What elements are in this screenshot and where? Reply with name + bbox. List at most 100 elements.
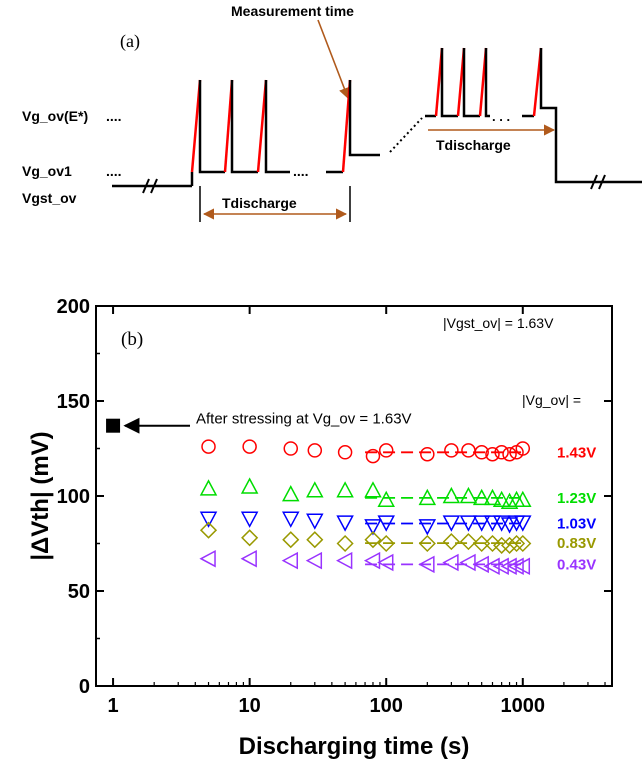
data-point [336,551,353,570]
data-point [364,531,382,549]
data-point [282,531,300,549]
data-point [240,477,259,494]
data-point [336,515,354,532]
data-point [507,534,526,553]
vg-ov-e-dots: .... [106,108,122,124]
data-point [377,490,395,508]
data-point [363,551,381,570]
data-point [306,481,324,498]
plot-frame [95,305,613,687]
data-point [502,446,517,462]
data-point [459,533,477,551]
data-point [378,443,394,458]
pulse-group-1: .... [190,79,380,186]
data-point [241,529,259,547]
y-tick-label: 100 [57,486,90,508]
data-point [377,515,395,532]
data-point [442,515,461,532]
data-point [377,553,394,572]
data-point [474,445,489,460]
data-point [514,515,532,532]
vgst-ov-annotation: |Vgst_ov| = 1.63V [443,315,554,331]
data-point [513,557,531,576]
data-point [336,534,354,553]
data-point [418,519,437,536]
data-point [493,536,511,554]
panel-a-label: (a) [120,31,140,52]
reference-label: After stressing at Vg_ov = 1.63V [196,411,412,428]
x-axis: 1 10 100 1000 [108,306,606,717]
panel-b-label: (b) [121,329,143,350]
pulse-dots: .... [293,163,309,179]
series-1.23V [199,477,532,509]
data-point [514,490,532,508]
data-point [459,486,478,504]
measurement-time-label: Measurement time [231,3,354,19]
data-point [201,439,216,454]
axis-break-right [590,174,598,190]
vg-ov-e-label: Vg_ov(E*) [22,108,88,124]
data-point [281,511,300,528]
series-label: 1.23V [557,490,596,507]
data-point [283,441,299,456]
tdischarge-label-right: Tdischarge [436,137,511,153]
series-label: 0.43V [557,556,596,573]
y-axis-title: |ΔVth| (mV) [27,431,54,560]
data-point [199,521,218,539]
data-point [306,513,324,530]
pulse-dots-right: . . . [492,109,510,124]
data-point [199,511,218,528]
data-point [500,536,519,554]
data-point [305,551,323,570]
pulse-group-2: . . . [425,47,642,184]
data-point [483,488,502,506]
data-point [306,531,324,549]
data-point [444,443,459,458]
data-point [418,534,436,553]
data-point [199,549,216,568]
data-point [336,481,354,498]
series-label-layer: 1.43V 1.23V 1.03V 0.83V 0.43V [557,444,596,573]
data-point [199,479,218,496]
data-point [492,490,511,508]
data-point [483,557,500,576]
x-axis-title: Discharging time (s) [239,733,470,760]
x-tick-label: 1000 [501,695,546,717]
data-point [461,443,476,458]
series-1.03V [199,511,532,536]
y-tick-label: 200 [57,296,90,318]
data-point [364,519,382,536]
series-label: 0.83V [557,535,596,552]
data-point [240,511,259,528]
data-point [242,439,257,454]
data-point [418,555,435,574]
reference-square [106,418,121,433]
tdischarge-label-left: Tdischarge [222,195,297,211]
y-axis: 0 50 100 150 200 [57,296,612,698]
data-point [442,553,459,572]
series-0.43V [199,549,531,576]
x-tick-label: 1 [108,695,119,717]
series-1.43V [201,439,531,464]
data-point [307,443,323,458]
panel-b-chart: 0 50 100 150 200 1 10 100 1000 After stressing … [27,296,613,760]
data-point [494,445,509,460]
data-point [485,446,500,462]
y-tick-label: 0 [79,676,90,698]
data-point [500,492,519,509]
vg-ov1-dots: .... [106,163,122,179]
data-point [240,549,257,568]
data-point [337,445,353,460]
panel-a-waveform: (a) Measurement time Vg_ov(E*) .... Vg_o… [22,3,642,222]
axis-break-right-2 [598,174,606,190]
series-layer [199,439,532,576]
data-point [472,488,491,506]
data-point [459,553,476,572]
vg-ov1-label: Vg_ov1 [22,163,72,179]
legend-title: |Vg_ov| = [522,392,581,408]
data-point [420,446,435,462]
axis-break-left [142,178,150,194]
data-point [442,486,461,504]
data-point [377,534,395,553]
